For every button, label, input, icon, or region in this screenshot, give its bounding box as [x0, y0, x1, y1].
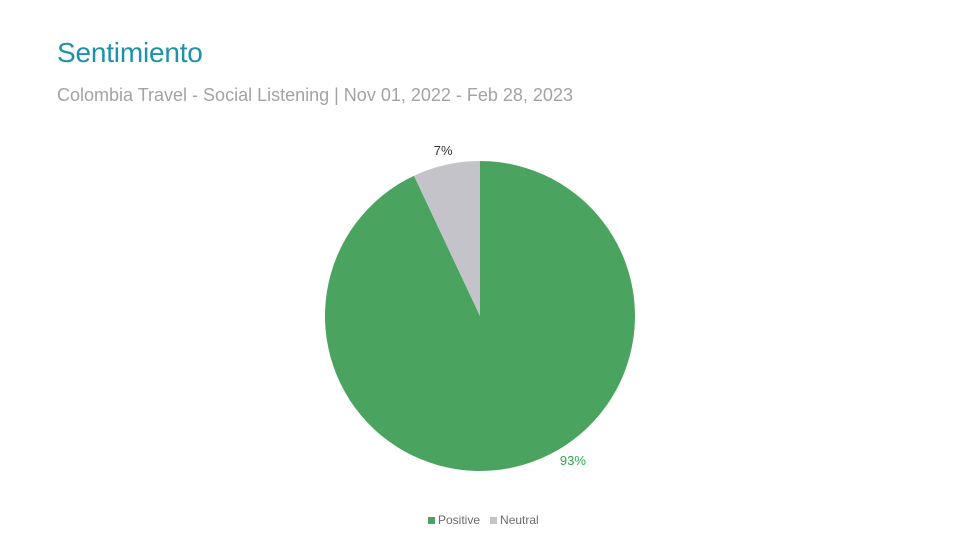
data-label-neutral: 7%	[434, 143, 453, 158]
page-subtitle: Colombia Travel - Social Listening | Nov…	[57, 85, 573, 105]
data-label-positive: 93%	[560, 453, 586, 468]
legend-item-neutral[interactable]: Neutral	[490, 513, 539, 527]
chart-legend: Positive Neutral	[428, 513, 549, 527]
legend-swatch-positive	[428, 516, 435, 524]
page-title: Sentimiento	[57, 37, 203, 68]
pie-slice-neutral[interactable]	[414, 161, 480, 316]
pie-slice-positive[interactable]	[324, 161, 635, 472]
legend-item-positive[interactable]: Positive	[428, 513, 480, 527]
legend-label-neutral: Neutral	[500, 513, 539, 527]
legend-swatch-neutral	[490, 516, 498, 524]
legend-label-positive: Positive	[438, 513, 481, 527]
